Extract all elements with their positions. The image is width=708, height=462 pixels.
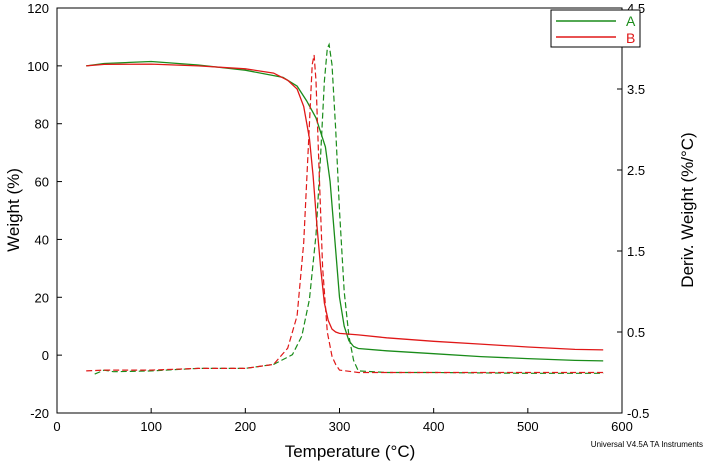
x-tick-label: 500 [517, 419, 539, 434]
y2-axis-title: Deriv. Weight (%/°C) [678, 132, 697, 287]
x-tick-label: 200 [234, 419, 256, 434]
y2-tick-label: 3.5 [627, 82, 645, 97]
legend-label-a: A [626, 13, 636, 29]
y-tick-label: 20 [35, 290, 49, 305]
y2-tick-label: 0.5 [627, 325, 645, 340]
y-tick-label: 40 [35, 232, 49, 247]
x-tick-label: 300 [329, 419, 351, 434]
y-tick-label: 100 [27, 59, 49, 74]
x-axis-title: Temperature (°C) [285, 442, 416, 461]
y-axis-left: -20 0 20 40 60 80 100 120 [27, 1, 62, 421]
series-layer [86, 42, 604, 375]
y2-tick-label: -0.5 [627, 406, 649, 421]
y2-tick-label: 2.5 [627, 163, 645, 178]
legend-label-b: B [626, 30, 635, 46]
y-tick-label: 60 [35, 175, 49, 190]
instrument-footer: Universal V4.5A TA Instruments [591, 440, 703, 449]
x-tick-label: 400 [423, 419, 445, 434]
weight-line-b [86, 63, 604, 351]
plot-frame [56, 7, 623, 414]
y-tick-label: 80 [35, 117, 49, 132]
y-axis-right: -0.50.51.52.53.54.5 [617, 1, 649, 421]
x-tick-label: 0 [53, 419, 60, 434]
weight-line-a [86, 60, 604, 362]
y2-tick-label: 1.5 [627, 244, 645, 259]
y-tick-label: -20 [30, 406, 49, 421]
y-tick-label: 0 [42, 348, 49, 363]
y-axis-title: Weight (%) [4, 168, 23, 252]
deriv-weight-line-b [86, 54, 604, 374]
legend: A B [550, 9, 641, 48]
x-tick-label: 600 [611, 419, 633, 434]
legend-box [550, 9, 641, 48]
x-tick-label: 100 [140, 419, 162, 434]
deriv-weight-line-a [94, 42, 604, 375]
x-axis: 0 100 200 300 400 500 600 [53, 408, 633, 434]
y-tick-label: 120 [27, 1, 49, 16]
